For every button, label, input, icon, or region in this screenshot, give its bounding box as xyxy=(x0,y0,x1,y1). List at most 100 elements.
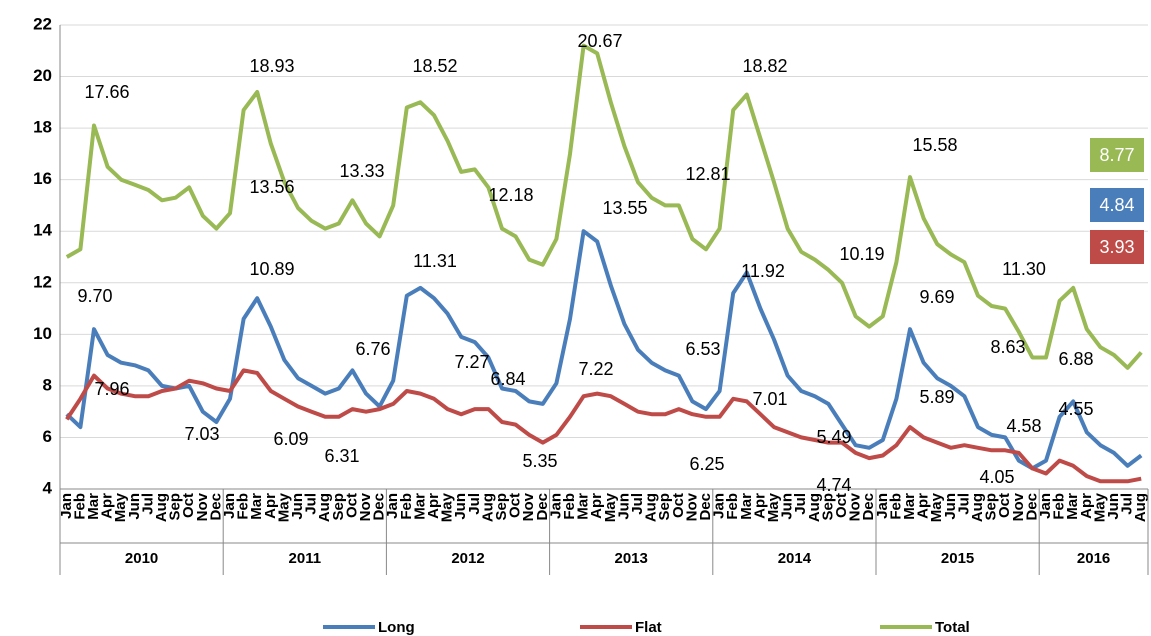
year-label: 2014 xyxy=(778,550,812,567)
annotation: 7.27 xyxy=(454,352,489,372)
year-label: 2015 xyxy=(941,550,974,567)
annotation: 13.56 xyxy=(249,177,294,197)
x-tick-label: Jul xyxy=(792,493,809,515)
x-tick-label: Sep xyxy=(330,493,347,521)
x-tick-label: Aug xyxy=(969,493,986,522)
x-tick-label: Mar xyxy=(901,493,918,520)
annotation: 6.88 xyxy=(1058,349,1093,369)
annotation: 6.09 xyxy=(273,429,308,449)
end-label-box xyxy=(1090,230,1144,264)
x-tick-label: Mar xyxy=(1064,493,1081,520)
x-tick-label: Aug xyxy=(479,493,496,522)
x-tick-label: Nov xyxy=(194,492,211,521)
x-tick-label: Aug xyxy=(316,493,333,522)
legend-label: Total xyxy=(935,619,970,636)
end-label: 4.84 xyxy=(1099,195,1134,215)
x-tick-label: Jan xyxy=(58,493,75,519)
end-label: 8.77 xyxy=(1099,145,1134,165)
y-tick-label: 8 xyxy=(43,375,52,394)
end-label-box xyxy=(1090,188,1144,222)
x-tick-label: Apr xyxy=(588,493,605,519)
annotation: 10.89 xyxy=(249,259,294,279)
x-tick-label: Feb xyxy=(1051,493,1068,520)
legend-label: Flat xyxy=(635,619,662,636)
annotation: 6.76 xyxy=(355,339,390,359)
series-line xyxy=(65,43,1143,370)
annotation: 6.84 xyxy=(490,369,525,389)
x-tick-label: Jul xyxy=(139,493,156,515)
annotation: 4.58 xyxy=(1006,416,1041,436)
annotation: 18.93 xyxy=(249,56,294,76)
x-tick-label: Aug xyxy=(1132,493,1149,522)
annotation: 5.89 xyxy=(919,387,954,407)
end-label-box xyxy=(1090,138,1144,172)
x-tick-label: Jan xyxy=(547,493,564,519)
x-tick-label: Feb xyxy=(887,493,904,520)
x-tick-label: Oct xyxy=(180,493,197,518)
x-tick-label: Apr xyxy=(915,493,932,519)
x-tick-label: Jul xyxy=(955,493,972,515)
annotation: 5.35 xyxy=(522,451,557,471)
x-tick-label: Jul xyxy=(1119,493,1136,515)
x-tick-label: Sep xyxy=(493,493,510,521)
y-tick-label: 12 xyxy=(33,272,52,291)
x-tick-label: Apr xyxy=(425,493,442,519)
x-tick-label: Nov xyxy=(520,492,537,521)
annotation: 4.74 xyxy=(816,475,851,495)
x-tick-label: Jul xyxy=(466,493,483,515)
x-tick-label: Feb xyxy=(724,493,741,520)
x-tick-label: May xyxy=(1091,492,1108,522)
x-tick-label: Feb xyxy=(561,493,578,520)
annotation: 7.01 xyxy=(752,389,787,409)
x-tick-label: Feb xyxy=(398,493,415,520)
x-tick-label: Mar xyxy=(575,493,592,520)
year-label: 2012 xyxy=(451,550,484,567)
year-label: 2013 xyxy=(615,550,648,567)
x-tick-label: Jul xyxy=(629,493,646,515)
annotation: 11.92 xyxy=(741,261,785,281)
series-line xyxy=(65,368,1142,484)
x-tick-label: May xyxy=(439,492,456,522)
x-tick-label: Nov xyxy=(1010,492,1027,521)
series-line xyxy=(65,229,1143,471)
annotation: 6.25 xyxy=(689,454,724,474)
y-tick-label: 22 xyxy=(33,14,52,33)
x-tick-label: Feb xyxy=(235,493,252,520)
annotation: 9.70 xyxy=(77,286,112,306)
annotation: 5.49 xyxy=(816,427,851,447)
x-tick-label: May xyxy=(112,492,129,522)
x-tick-label: Dec xyxy=(1023,493,1040,521)
x-tick-label: Apr xyxy=(99,493,116,519)
y-tick-label: 10 xyxy=(33,324,52,343)
y-tick-label: 18 xyxy=(33,118,52,137)
x-tick-label: Jan xyxy=(711,493,728,519)
annotation: 15.58 xyxy=(912,135,957,155)
y-tick-label: 6 xyxy=(43,427,52,446)
x-tick-label: Sep xyxy=(167,493,184,521)
annotation: 7.22 xyxy=(578,359,613,379)
x-tick-label: Jun xyxy=(942,493,959,520)
annotation: 13.33 xyxy=(339,161,384,181)
x-tick-label: Oct xyxy=(343,493,360,518)
x-tick-label: May xyxy=(765,492,782,522)
annotation: 10.19 xyxy=(839,244,884,264)
year-label: 2011 xyxy=(289,550,322,567)
x-tick-label: May xyxy=(928,492,945,522)
x-tick-label: Oct xyxy=(833,493,850,518)
annotation: 7.03 xyxy=(184,424,219,444)
x-tick-label: Dec xyxy=(207,493,224,521)
x-tick-label: Jun xyxy=(289,493,306,520)
annotation: 13.55 xyxy=(602,198,647,218)
x-tick-label: Nov xyxy=(683,492,700,521)
annotation: 6.53 xyxy=(685,339,720,359)
year-label: 2016 xyxy=(1077,550,1110,567)
x-tick-label: Nov xyxy=(847,492,864,521)
x-tick-label: Oct xyxy=(996,493,1013,518)
x-tick-label: Sep xyxy=(983,493,1000,521)
x-tick-label: Dec xyxy=(697,493,714,521)
annotation: 11.30 xyxy=(1002,259,1046,279)
x-tick-label: Sep xyxy=(656,493,673,521)
y-tick-label: 14 xyxy=(33,221,52,240)
x-tick-label: Oct xyxy=(670,493,687,518)
